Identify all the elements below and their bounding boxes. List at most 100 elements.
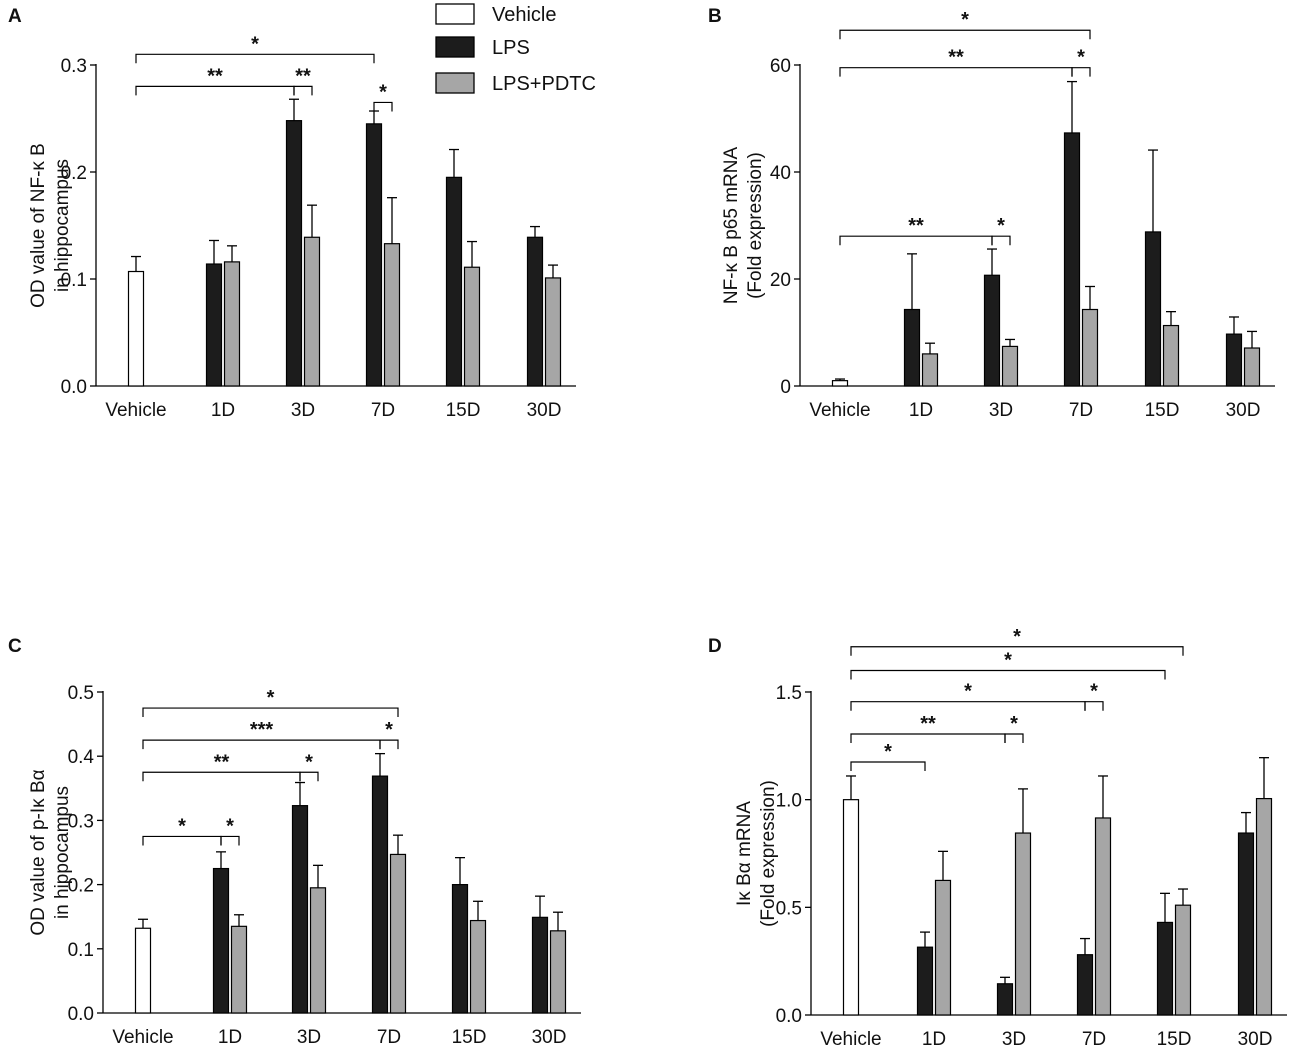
panel-a-significance-bracket [135, 85, 295, 96]
panel-b-significance-label: * [961, 9, 969, 31]
panel-d-significance-label: * [884, 741, 892, 763]
panel-a-bar-lps-pdtc-1d [223, 261, 241, 387]
panel-b-y-tick-label: 0 [780, 377, 791, 398]
panel-d-x-tick-label: 15D [1157, 1029, 1192, 1050]
panel-b-significance-bracket [1071, 67, 1091, 77]
panel-d-bar-lps-30d [1237, 832, 1255, 1016]
panel-b-y-axis-title: NF-κ B p65 mRNA [721, 147, 742, 305]
panel-c-significance-bracket [299, 771, 319, 782]
panel-a-x-tick-label: 7D [371, 400, 395, 421]
panel-b-bar-lps-3d [983, 274, 1001, 387]
panel-c-bar-lps-30d [531, 916, 549, 1014]
panel-a-significance-bracket [373, 101, 393, 112]
panel-b-bar-lps-7d [1063, 132, 1081, 387]
panel-d-chart: D 0.0 0.5 1.0 1.5 Iκ Bα mRNA (Fold expression… [708, 626, 1287, 1050]
panel-d-significance-label: * [964, 681, 972, 703]
panel-d-y-tick-label: 1.5 [776, 683, 802, 704]
panel-letter-c: C [8, 636, 22, 657]
panel-b-bar-lps-pdtc-1d [921, 353, 939, 387]
panel-d-significance-bracket [850, 701, 1086, 711]
panel-c-significance-label: * [267, 687, 275, 709]
panel-d-y-tick-label: 0.0 [776, 1006, 802, 1027]
panel-c-bar-lps-pdtc-7d [389, 853, 407, 1014]
panel-d-significance-label: ** [920, 713, 936, 735]
panel-b-bar-vehicle-vehicle [831, 380, 849, 387]
panel-a-bar-lps-7d [365, 123, 383, 387]
panel-a-x-tick-label: 30D [527, 400, 562, 421]
panel-b-significance-label: ** [908, 215, 924, 237]
panel-b-x-tick-label: 15D [1145, 400, 1180, 421]
panel-a-significance-bracket [293, 85, 313, 96]
panel-c-y-axis-title: OD value of p-Iκ Bα [28, 769, 49, 935]
panel-a-significance-label: * [251, 33, 259, 55]
panel-d-y-tick-label: 0.5 [776, 898, 802, 919]
panel-a-significance-label: ** [207, 65, 223, 87]
panel-b-x-tick-label: 1D [909, 400, 933, 421]
panel-d-bar-lps-pdtc-1d [934, 879, 952, 1016]
legend-item-vehicle: Vehicle [435, 3, 557, 26]
panel-d-significance-bracket [850, 733, 1006, 743]
panel-b-bar-lps-pdtc-15d [1162, 324, 1180, 387]
panel-c-significance-label: ** [214, 751, 230, 773]
panel-c-chart: C 0.0 0.1 0.2 0.3 0.4 0.5 OD value of p-Iκ Bα i… [8, 636, 581, 1048]
panel-c-bar-lps-1d [212, 867, 230, 1014]
panel-d-bar-lps-3d [996, 983, 1014, 1016]
panel-a-bar-lps-pdtc-15d [463, 266, 481, 387]
panel-a-bar-lps-pdtc-7d [383, 243, 401, 387]
panel-c-significance-label: *** [250, 719, 274, 741]
panel-c-y-tick-label: 0.2 [68, 876, 94, 897]
panel-c-significance-label: * [226, 815, 234, 837]
panel-b-y-axis-title: (Fold expression) [745, 152, 766, 299]
panel-d-x-tick-label: 1D [922, 1029, 946, 1050]
panel-a-bar-lps-1d [205, 263, 223, 387]
panel-d-bar-lps-pdtc-7d [1094, 817, 1112, 1016]
panel-d-x-tick-label: 3D [1002, 1029, 1026, 1050]
panel-b-bar-lps-pdtc-30d [1243, 347, 1261, 387]
panel-c-y-tick-label: 0.4 [68, 747, 95, 768]
panel-letter-a: A [8, 6, 22, 27]
panel-c-bar-lps-15d [451, 883, 469, 1014]
panel-c-y-tick-label: 0.1 [68, 940, 94, 961]
panel-b-significance-label: * [997, 215, 1005, 237]
legend-item-lps-pdtc: LPS+PDTC [435, 72, 596, 95]
panel-d-bar-lps-pdtc-15d [1174, 904, 1192, 1016]
panel-c-bar-lps-pdtc-15d [469, 919, 487, 1014]
panel-a-x-tick-label: 1D [211, 400, 235, 421]
panel-c-bar-lps-pdtc-30d [549, 930, 567, 1014]
panel-d-significance-label: * [1090, 681, 1098, 703]
panel-b-bar-lps-1d [903, 308, 921, 387]
panel-a-y-tick-label: 0.0 [61, 377, 87, 398]
panel-d-y-axis-title: (Fold expression) [758, 780, 779, 927]
panel-a-y-tick-label: 0.1 [61, 270, 87, 291]
panel-c-significance-label: * [178, 815, 186, 837]
panel-c-x-tick-label: 7D [377, 1027, 401, 1048]
panel-d-x-tick-label: 30D [1238, 1029, 1273, 1050]
panel-b-x-tick-label: 7D [1069, 400, 1093, 421]
panel-a-bar-lps-30d [526, 236, 544, 387]
panel-b-significance-bracket [839, 67, 1073, 77]
panel-c-y-tick-label: 0.3 [68, 811, 94, 832]
panel-d-x-tick-label: Vehicle [820, 1029, 881, 1050]
panel-b-significance-label: ** [948, 47, 964, 69]
panel-c-significance-bracket [142, 739, 381, 750]
panel-c-bar-vehicle-vehicle [134, 927, 152, 1014]
panel-c-significance-bracket [379, 739, 399, 750]
panel-a-significance-label: ** [295, 65, 311, 87]
panel-d-bar-lps-1d [916, 946, 934, 1016]
panel-a-significance-label: * [379, 81, 387, 103]
panel-b-y-tick-label: 60 [770, 56, 791, 77]
panel-a-bar-lps-pdtc-30d [544, 277, 562, 387]
panel-d-y-axis-title: Iκ Bα mRNA [734, 801, 755, 906]
panel-d-significance-bracket [850, 761, 926, 771]
panel-b-x-tick-label: 30D [1226, 400, 1261, 421]
panel-a-y-tick-label: 0.3 [61, 56, 87, 77]
panel-a-x-tick-label: Vehicle [105, 400, 166, 421]
panel-a-bar-lps-pdtc-3d [303, 236, 321, 387]
panel-d-significance-bracket [850, 669, 1166, 680]
legend-label-lps: LPS [492, 37, 530, 59]
panel-b-bar-lps-pdtc-7d [1081, 308, 1099, 387]
panel-c-bar-lps-pdtc-3d [309, 887, 327, 1014]
panel-d-bar-lps-pdtc-30d [1255, 797, 1273, 1016]
panel-c-x-tick-label: 30D [532, 1027, 567, 1048]
